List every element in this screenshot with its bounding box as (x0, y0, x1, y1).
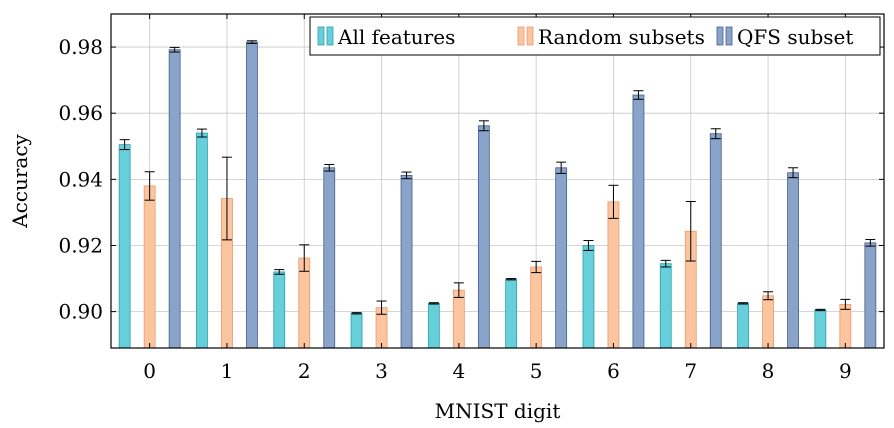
y-tick-label: 0.90 (58, 300, 103, 324)
x-tick-label: 8 (762, 359, 775, 383)
legend-swatch (517, 26, 525, 46)
x-tick-label: 2 (298, 359, 311, 383)
legend-label: Random subsets (538, 25, 705, 49)
x-tick-label: 9 (839, 359, 852, 383)
bar (787, 172, 799, 349)
legend-swatch (526, 26, 534, 46)
x-tick-label: 0 (143, 359, 156, 383)
x-tick-label: 5 (530, 359, 543, 383)
bar (273, 271, 286, 349)
bar (427, 302, 440, 349)
legend: All features Random subsets QFS subset (309, 16, 881, 56)
y-tick-label: 0.96 (58, 101, 103, 125)
legend-entry-qfs-subset: QFS subset (716, 25, 853, 49)
x-tick-label: 4 (452, 359, 465, 383)
x-tick-label: 7 (684, 359, 697, 383)
bar (659, 263, 672, 349)
axis-ticks: 0 1 2 3 4 5 6 7 8 9 0.90 0.92 0.94 0.96 0.98 (58, 14, 884, 383)
plot-frame (110, 13, 885, 349)
legend-swatch (317, 26, 325, 46)
bar (118, 144, 131, 349)
x-tick-label: 1 (221, 359, 234, 383)
bar (477, 125, 490, 349)
bar (555, 167, 568, 349)
bar (814, 309, 827, 349)
legend-box (309, 16, 881, 56)
y-tick-label: 0.94 (58, 167, 103, 191)
bar (323, 167, 336, 349)
legend-label: All features (337, 25, 455, 49)
bar (839, 303, 852, 349)
bar (196, 132, 208, 349)
bar (582, 245, 595, 349)
legend-label: QFS subset (737, 25, 853, 49)
x-tick-label: 6 (607, 359, 620, 383)
grid-lines (111, 14, 884, 348)
bar (762, 295, 774, 349)
bar (505, 278, 518, 349)
bar (168, 49, 181, 349)
legend-swatch (725, 26, 733, 46)
legend-entry-random-subsets: Random subsets (517, 25, 705, 49)
bar (143, 185, 156, 349)
bar (350, 312, 363, 349)
bar (400, 174, 413, 349)
y-axis-label: Accuracy (8, 133, 32, 228)
bar (530, 266, 543, 349)
y-tick-label: 0.98 (58, 35, 103, 59)
error-bars (119, 40, 876, 315)
bar (737, 302, 749, 349)
legend-swatch (326, 26, 334, 46)
bars (118, 41, 877, 349)
bar (246, 41, 258, 349)
x-axis-label: MNIST digit (435, 399, 561, 423)
legend-entry-all-features: All features (317, 25, 455, 49)
bar (452, 289, 465, 349)
bar (709, 133, 722, 349)
bar (864, 242, 877, 349)
bar (607, 201, 620, 349)
x-tick-label: 3 (375, 359, 388, 383)
legend-swatch (716, 26, 724, 46)
y-tick-label: 0.92 (58, 233, 103, 257)
bar (632, 94, 645, 349)
